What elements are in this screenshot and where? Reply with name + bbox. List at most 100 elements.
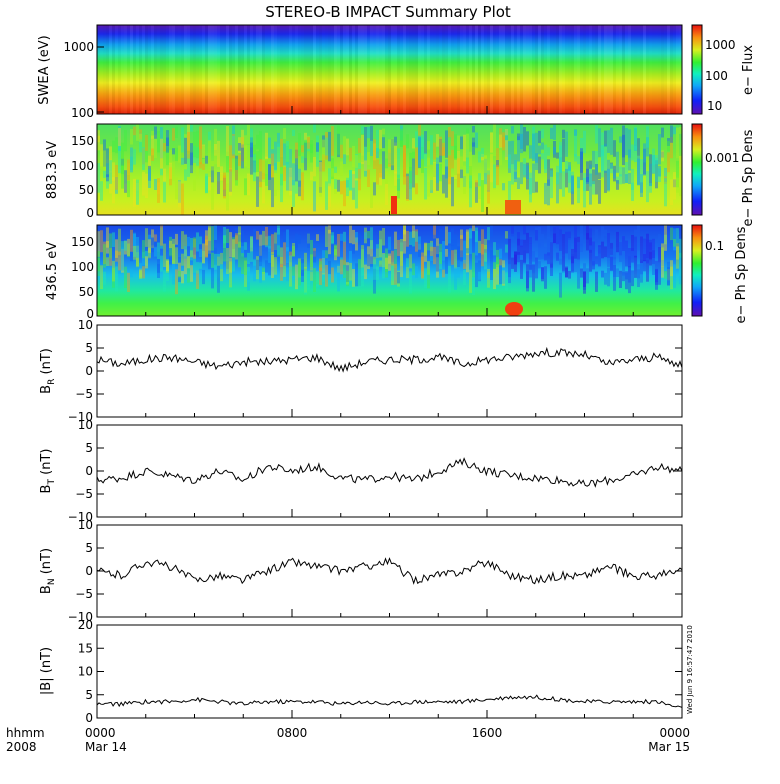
- spectrogram-cell: [421, 137, 424, 160]
- spectrogram-cell: [418, 137, 421, 169]
- spectrogram-cell: [97, 251, 100, 272]
- spectrogram-streak: [262, 25, 265, 114]
- spectrogram-cell: [328, 131, 331, 162]
- spectrogram-cell: [115, 165, 118, 190]
- spectrogram-cell: [481, 229, 484, 255]
- spectrogram-cell: [127, 163, 130, 181]
- spectrogram-cell: [661, 150, 664, 162]
- spectrogram-cell: [139, 268, 142, 278]
- spectrogram-cell: [286, 267, 289, 282]
- spectrogram-cell: [322, 250, 325, 274]
- spectrogram-streak: [319, 25, 322, 114]
- spectrogram-cell: [526, 264, 529, 289]
- spectrogram-cell: [334, 179, 337, 189]
- spectrogram-cell: [148, 247, 151, 259]
- spectrogram-cell: [355, 155, 358, 168]
- spectrogram-cell: [442, 142, 445, 156]
- spectrogram-cell: [175, 247, 178, 265]
- spectrogram-cell: [523, 239, 526, 263]
- spectrogram-cell: [250, 137, 253, 158]
- spectrogram-streak: [625, 25, 628, 114]
- spectrogram-cell: [418, 236, 421, 250]
- spectrogram-cell: [100, 151, 103, 169]
- spectrogram-cell: [277, 245, 280, 257]
- spectrogram-streak: [214, 25, 217, 114]
- spectrogram-streak: [412, 25, 415, 114]
- spectrogram-cell: [115, 250, 118, 262]
- spectrogram-cell: [256, 176, 259, 207]
- spectrogram-cell: [133, 232, 136, 257]
- spectrogram-cell: [100, 230, 103, 250]
- spectrogram-cell: [409, 254, 412, 269]
- spectrogram-cell: [226, 228, 229, 244]
- br-label-main: B: [39, 385, 54, 394]
- spectrogram-cell: [616, 151, 619, 173]
- spectrogram-cell: [367, 169, 370, 187]
- swea-colorbar-tick-label: 10: [707, 99, 722, 113]
- spectrogram-cell: [244, 257, 247, 276]
- spectrogram-cell: [397, 270, 400, 287]
- spectrogram-streak: [268, 25, 271, 114]
- spectrogram-cell: [586, 177, 589, 184]
- spectrogram-cell: [313, 124, 316, 133]
- spectrogram-cell: [415, 229, 418, 252]
- spectrogram-cell: [595, 151, 598, 175]
- bmag-label-main: |B|: [39, 677, 54, 695]
- spectrogram-streak: [385, 25, 388, 114]
- pad-436-colorbar: 0.1 e− Ph Sp Dens: [691, 224, 749, 323]
- spectrogram-cell: [481, 243, 484, 267]
- spectrogram-streak: [649, 25, 652, 114]
- spectrogram-cell: [238, 143, 241, 151]
- spectrogram-cell: [127, 238, 130, 256]
- spectrogram-cell: [562, 234, 565, 255]
- spectrogram-streak: [580, 25, 583, 114]
- spectrogram-cell: [124, 130, 127, 152]
- spectrogram-cell: [523, 250, 526, 265]
- spectrogram-cell: [583, 177, 586, 208]
- spectrogram-cell: [625, 162, 628, 183]
- spectrogram-cell: [571, 254, 574, 272]
- spectrogram-cell: [655, 268, 658, 290]
- spectrogram-cell: [223, 172, 226, 199]
- spectrogram-cell: [361, 245, 364, 268]
- spectrogram-cell: [526, 271, 529, 292]
- spectrogram-cell: [166, 146, 169, 166]
- spectrogram-streak: [235, 25, 238, 114]
- spectrogram-cell: [595, 229, 598, 240]
- spectrogram-cell: [211, 268, 214, 289]
- spectrogram-cell: [226, 151, 229, 173]
- spectrogram-cell: [169, 240, 172, 249]
- spectrogram-cell: [343, 180, 346, 207]
- bn-label-unit: (nT): [39, 548, 54, 578]
- spectrogram-cell: [115, 137, 118, 154]
- spectrogram-cell: [406, 230, 409, 247]
- spectrogram-cell: [391, 138, 394, 166]
- spectrogram-cell: [511, 140, 514, 165]
- spectrogram-cell: [415, 266, 418, 278]
- spectrogram-cell: [547, 179, 550, 206]
- spectrogram-cell: [670, 179, 673, 206]
- spectrogram-cell: [121, 142, 124, 175]
- spectrogram-cell: [649, 251, 652, 266]
- spectrogram-streak: [178, 25, 181, 114]
- spectrogram-cell: [211, 166, 214, 183]
- spectrogram-cell: [382, 137, 385, 149]
- spectrogram-cell: [376, 266, 379, 281]
- pad-883-y-axis-label: 883.3 eV: [45, 141, 60, 199]
- spectrogram-cell: [316, 234, 319, 241]
- spectrogram-cell: [556, 226, 559, 245]
- spectrogram-cell: [241, 242, 244, 257]
- spectrogram-cell: [271, 234, 274, 254]
- spectrogram-cell: [484, 252, 487, 270]
- spectrogram-streak: [397, 25, 400, 114]
- spectrogram-cell: [463, 240, 466, 264]
- pad-436-colorbar-scale: [691, 224, 703, 317]
- spectrogram-cell: [499, 134, 502, 149]
- pad-436-colorbar-tick-label: 0.1: [705, 239, 724, 253]
- spectrogram-cell: [436, 157, 439, 183]
- spectrogram-cell: [655, 160, 658, 189]
- spectrogram-cell: [106, 174, 109, 182]
- spectrogram-cell: [238, 154, 241, 166]
- br-y-tick-label: 10: [78, 318, 93, 332]
- spectrogram-cell: [427, 141, 430, 150]
